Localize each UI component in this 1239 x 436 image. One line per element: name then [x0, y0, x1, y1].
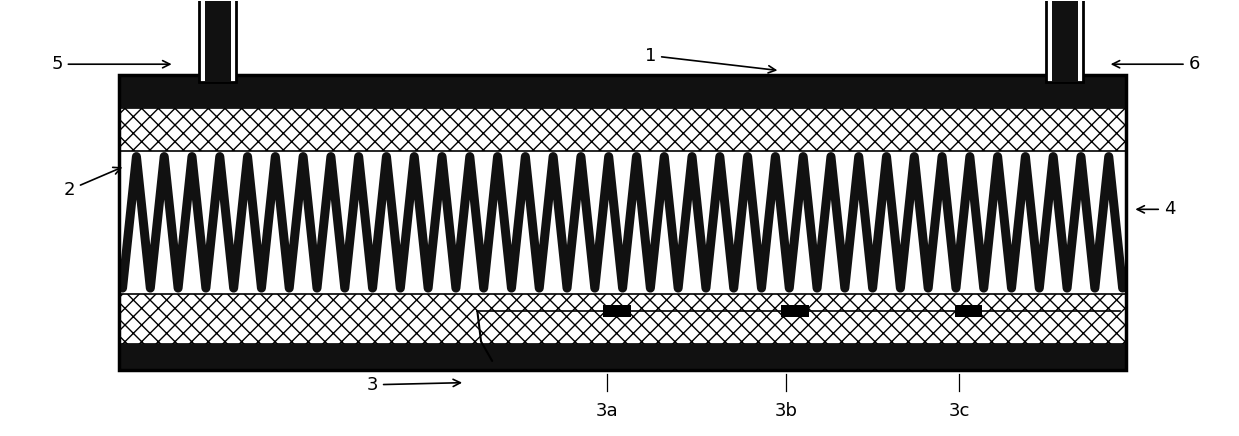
Bar	[119, 75, 1126, 370]
Bar	[204, 0, 230, 82]
Bar	[119, 75, 1126, 108]
Text: 4: 4	[1137, 200, 1176, 218]
Bar	[199, 0, 237, 82]
Bar	[119, 344, 1126, 370]
Text: 5: 5	[51, 55, 170, 73]
Bar	[954, 305, 981, 317]
Text: 1: 1	[644, 47, 776, 73]
Text: 3b: 3b	[774, 402, 798, 420]
Text: 3c: 3c	[949, 402, 970, 420]
Bar	[603, 305, 631, 317]
Text: 6: 6	[1113, 55, 1201, 73]
Bar	[119, 75, 1126, 370]
Text: 3: 3	[367, 376, 461, 394]
Bar	[782, 305, 809, 317]
Bar	[119, 294, 1126, 344]
Bar	[119, 108, 1126, 151]
Text: 3a: 3a	[596, 402, 618, 420]
Text: 2: 2	[63, 167, 120, 199]
Bar	[1052, 0, 1078, 82]
Bar	[1046, 0, 1083, 82]
